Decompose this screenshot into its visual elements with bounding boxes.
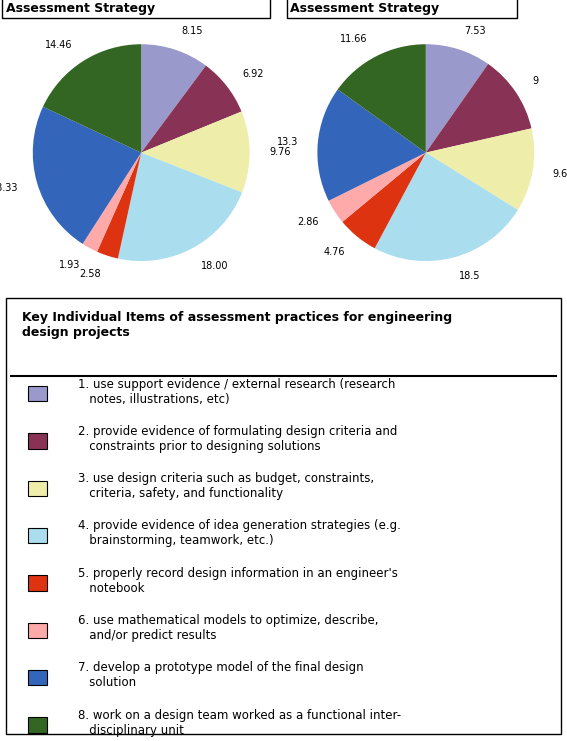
Text: 4. provide evidence of idea generation strategies (e.g.
   brainstorming, teamwo: 4. provide evidence of idea generation s… (78, 519, 401, 548)
FancyBboxPatch shape (28, 717, 48, 733)
Text: 1.93: 1.93 (59, 260, 81, 270)
Wedge shape (426, 44, 488, 153)
Text: 8.15: 8.15 (181, 26, 203, 36)
Text: 6.92: 6.92 (242, 69, 264, 79)
Wedge shape (43, 44, 141, 153)
Wedge shape (342, 153, 426, 248)
Text: 11.66: 11.66 (340, 34, 367, 44)
Wedge shape (33, 107, 141, 244)
Wedge shape (141, 66, 242, 153)
Wedge shape (118, 153, 242, 261)
Text: 2.58: 2.58 (79, 269, 101, 279)
Text: 4.76: 4.76 (323, 247, 345, 257)
Wedge shape (426, 128, 534, 210)
Text: 18.5: 18.5 (459, 271, 480, 282)
Wedge shape (426, 64, 531, 153)
Wedge shape (318, 90, 426, 201)
FancyBboxPatch shape (28, 575, 48, 591)
Text: 13.3: 13.3 (277, 137, 298, 147)
Text: 2. provide evidence of formulating design criteria and
   constraints prior to d: 2. provide evidence of formulating desig… (78, 425, 397, 453)
Wedge shape (329, 153, 426, 222)
Wedge shape (83, 153, 141, 252)
Wedge shape (141, 44, 206, 153)
FancyBboxPatch shape (28, 481, 48, 496)
Wedge shape (375, 153, 518, 261)
Text: 7.53: 7.53 (464, 26, 486, 36)
Text: 5. properly record design information in an engineer's
   notebook: 5. properly record design information in… (78, 567, 398, 595)
Text: 2.86: 2.86 (297, 217, 319, 227)
FancyBboxPatch shape (28, 433, 48, 448)
Text: 9.76: 9.76 (269, 147, 291, 157)
Text: 1. use support evidence / external research (research
   notes, illustrations, e: 1. use support evidence / external resea… (78, 378, 395, 405)
Wedge shape (338, 44, 426, 153)
Text: 3. use design criteria such as budget, constraints,
   criteria, safety, and fun: 3. use design criteria such as budget, c… (78, 472, 374, 500)
Text: 8. work on a design team worked as a functional inter-
   disciplinary unit: 8. work on a design team worked as a fun… (78, 708, 401, 737)
Text: 9.61: 9.61 (552, 169, 567, 179)
Wedge shape (141, 111, 249, 193)
FancyBboxPatch shape (6, 298, 561, 734)
Text: Traditional Schedule: Total Hours Per
Assessment Strategy: Traditional Schedule: Total Hours Per As… (6, 0, 266, 15)
FancyBboxPatch shape (28, 670, 48, 685)
Text: 18.00: 18.00 (201, 261, 229, 270)
Text: 7. develop a prototype model of the final design
   solution: 7. develop a prototype model of the fina… (78, 662, 363, 689)
Wedge shape (97, 153, 141, 259)
Text: Key Individual Items of assessment practices for engineering
design projects: Key Individual Items of assessment pract… (22, 311, 452, 339)
FancyBboxPatch shape (28, 528, 48, 543)
FancyBboxPatch shape (28, 386, 48, 402)
Text: 9: 9 (532, 76, 538, 86)
Text: 14.46: 14.46 (45, 40, 73, 50)
Text: 6. use mathematical models to optimize, describe,
   and/or predict results: 6. use mathematical models to optimize, … (78, 614, 378, 642)
Text: Block Schedule: Total Hours Per
Assessment Strategy: Block Schedule: Total Hours Per Assessme… (290, 0, 514, 15)
FancyBboxPatch shape (28, 622, 48, 638)
Text: 18.33: 18.33 (0, 183, 18, 193)
